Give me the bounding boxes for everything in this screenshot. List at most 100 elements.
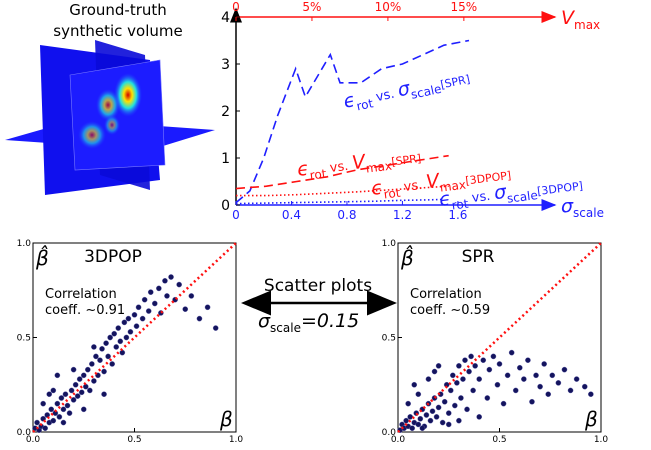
label-part: V (561, 7, 576, 29)
annotation: Correlation (45, 287, 117, 302)
scatter-point (486, 366, 493, 373)
scatter-point (512, 387, 519, 394)
scatter-point (62, 391, 69, 398)
scatter-point (405, 400, 411, 407)
scatter-point (147, 289, 154, 295)
scatter-point (91, 344, 97, 350)
scatter-point (168, 274, 174, 280)
scatter-point (452, 402, 458, 409)
scatter-point (99, 346, 105, 352)
scatter-point (135, 304, 142, 311)
scatter-point (567, 387, 574, 394)
scatter-point (533, 372, 539, 379)
y-tick-label: 0.0 (382, 428, 397, 438)
label-part: rot (383, 186, 402, 202)
label-part: =0.15 (301, 310, 359, 332)
x-tick-label: 0 (232, 208, 240, 222)
scatter-point (151, 300, 158, 307)
scatter-point (425, 376, 432, 382)
label-part: scale (410, 82, 443, 102)
x2-axis-label: Vmax (561, 7, 600, 32)
scatter-point (60, 419, 67, 426)
x-tick-label: 0.5 (127, 435, 141, 445)
scatter-point (42, 425, 48, 432)
x-tick-label: 0.8 (337, 208, 356, 222)
scatter-point (162, 277, 168, 284)
label-part: σ (258, 310, 271, 332)
label-part: V (351, 151, 369, 175)
scatter-point (415, 391, 422, 398)
scatter-point (581, 383, 588, 390)
scatter-point (156, 285, 162, 292)
x2-tick-label: 5% (302, 0, 321, 14)
scatter-point (500, 400, 507, 407)
label-part: σ (561, 195, 574, 217)
label-part: V (425, 170, 443, 194)
scatter-point (131, 312, 138, 318)
scatter-point (490, 353, 497, 360)
scatter-point (72, 381, 79, 388)
y-tick-label: 1.0 (17, 239, 32, 249)
scatter-point (145, 308, 152, 314)
scatter-point (139, 315, 146, 322)
scatter-point (439, 419, 446, 426)
scatter-point (46, 391, 53, 398)
scatter-point (58, 395, 65, 401)
scatter-point (54, 372, 61, 379)
y-axis-label: β̂ (35, 245, 49, 270)
label-part: [3DPOP] (465, 169, 512, 188)
scatter-point (70, 397, 77, 403)
x2-tick-label: 15% (451, 0, 478, 14)
scatter-point (450, 372, 456, 379)
scatter-point (541, 361, 547, 367)
scatter-point (68, 387, 75, 394)
scatter-point (103, 340, 109, 346)
scatter-point (164, 293, 170, 299)
scatter-point (93, 353, 99, 360)
label-part: ϵ (341, 89, 357, 113)
scatter-point (113, 344, 120, 350)
label-part: [SPR] (439, 73, 471, 92)
y-tick-label: 1.0 (382, 239, 397, 249)
label-part: vs. (399, 177, 428, 195)
scatter-point (537, 383, 543, 390)
scatter-point (435, 404, 442, 411)
scatter-point (54, 400, 61, 407)
scatter-point (119, 349, 126, 356)
label-part: vs. (371, 86, 400, 106)
chart-title: 3DPOP (84, 247, 142, 267)
scatter-point (423, 412, 430, 418)
y-tick-label: 3 (221, 57, 230, 73)
scatter-point (484, 395, 491, 401)
scatter-point (441, 398, 448, 405)
y-tick-label: 1 (221, 151, 230, 167)
scatter-point (127, 329, 134, 335)
scatter-point (50, 387, 57, 394)
label-part: σ (493, 181, 509, 204)
scatter-point (121, 319, 128, 326)
scatter-point (176, 281, 182, 288)
scatter-point (417, 415, 424, 422)
connector-parameter: σscale=0.15 (258, 310, 359, 335)
scatter-point (517, 364, 523, 371)
label-part: max (574, 18, 600, 32)
series-line (235, 198, 445, 205)
label-part: scale (506, 188, 538, 206)
y-axis-label: β̂ (400, 245, 414, 270)
scatter-point (76, 376, 83, 382)
scatter-point (504, 372, 511, 379)
y-tick-label: 0.0 (17, 428, 32, 438)
y-tick-label: 4 (221, 10, 230, 26)
series-line (235, 39, 470, 204)
scatter-point (74, 393, 81, 399)
scatter-point (476, 376, 483, 382)
series-label: ϵrot vs. σscale[SPR] (341, 65, 472, 116)
scatter-point (64, 402, 71, 409)
reference-line (32, 242, 237, 433)
scatter-point (182, 306, 189, 312)
series-label: ϵrot vs. Vmax[SPR] (296, 144, 422, 184)
chart-title: SPR (462, 247, 495, 267)
scatter-point (133, 323, 140, 329)
label-part: σ (396, 77, 413, 101)
x-tick-label: 0.5 (492, 435, 506, 445)
